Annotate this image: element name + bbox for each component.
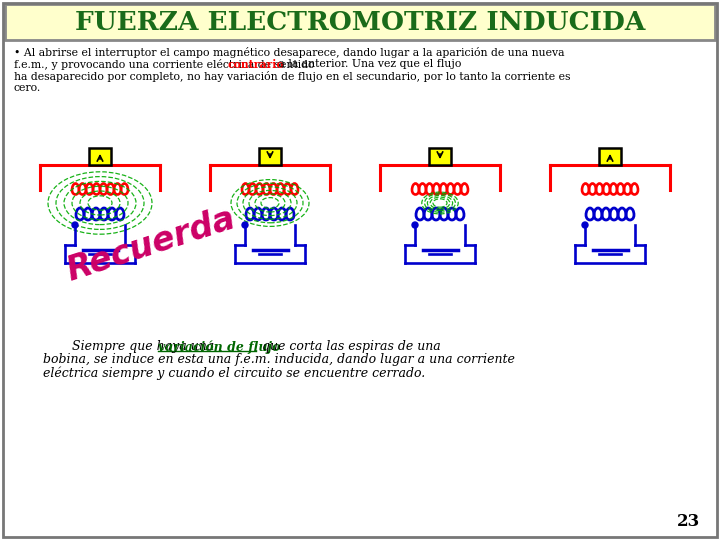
Circle shape — [582, 222, 588, 228]
Bar — [429, 148, 451, 165]
Bar — [5, 4, 715, 40]
Text: a la anterior. Una vez que el flujo: a la anterior. Una vez que el flujo — [275, 59, 462, 69]
Text: cero.: cero. — [14, 83, 41, 93]
Circle shape — [242, 222, 248, 228]
Text: • Al abrirse el interruptor el campo magnético desaparece, dando lugar a la apar: • Al abrirse el interruptor el campo mag… — [14, 47, 564, 58]
Text: 23: 23 — [677, 513, 700, 530]
Text: f.e.m., y provocando una corriente eléctrica de sentido: f.e.m., y provocando una corriente eléct… — [14, 59, 318, 70]
Bar — [599, 148, 621, 165]
Text: Recuerda: Recuerda — [62, 202, 239, 288]
Text: FUERZA ELECTROMOTRIZ INDUCIDA: FUERZA ELECTROMOTRIZ INDUCIDA — [75, 10, 645, 35]
Text: Siempre que haya una: Siempre que haya una — [40, 340, 218, 353]
Circle shape — [412, 222, 418, 228]
Text: bobina, se induce en esta una f.e.m. inducida, dando lugar a una corriente: bobina, se induce en esta una f.e.m. ind… — [35, 353, 515, 366]
Text: contrario: contrario — [228, 59, 284, 70]
Text: variación de flujo: variación de flujo — [158, 340, 280, 354]
Text: eléctrica siempre y cuando el circuito se encuentre cerrado.: eléctrica siempre y cuando el circuito s… — [35, 366, 426, 380]
Bar — [89, 148, 111, 165]
Circle shape — [72, 222, 78, 228]
Bar — [259, 148, 281, 165]
Text: que corta las espiras de una: que corta las espiras de una — [258, 340, 441, 353]
Text: ha desaparecido por completo, no hay variación de flujo en el secundario, por lo: ha desaparecido por completo, no hay var… — [14, 71, 570, 82]
